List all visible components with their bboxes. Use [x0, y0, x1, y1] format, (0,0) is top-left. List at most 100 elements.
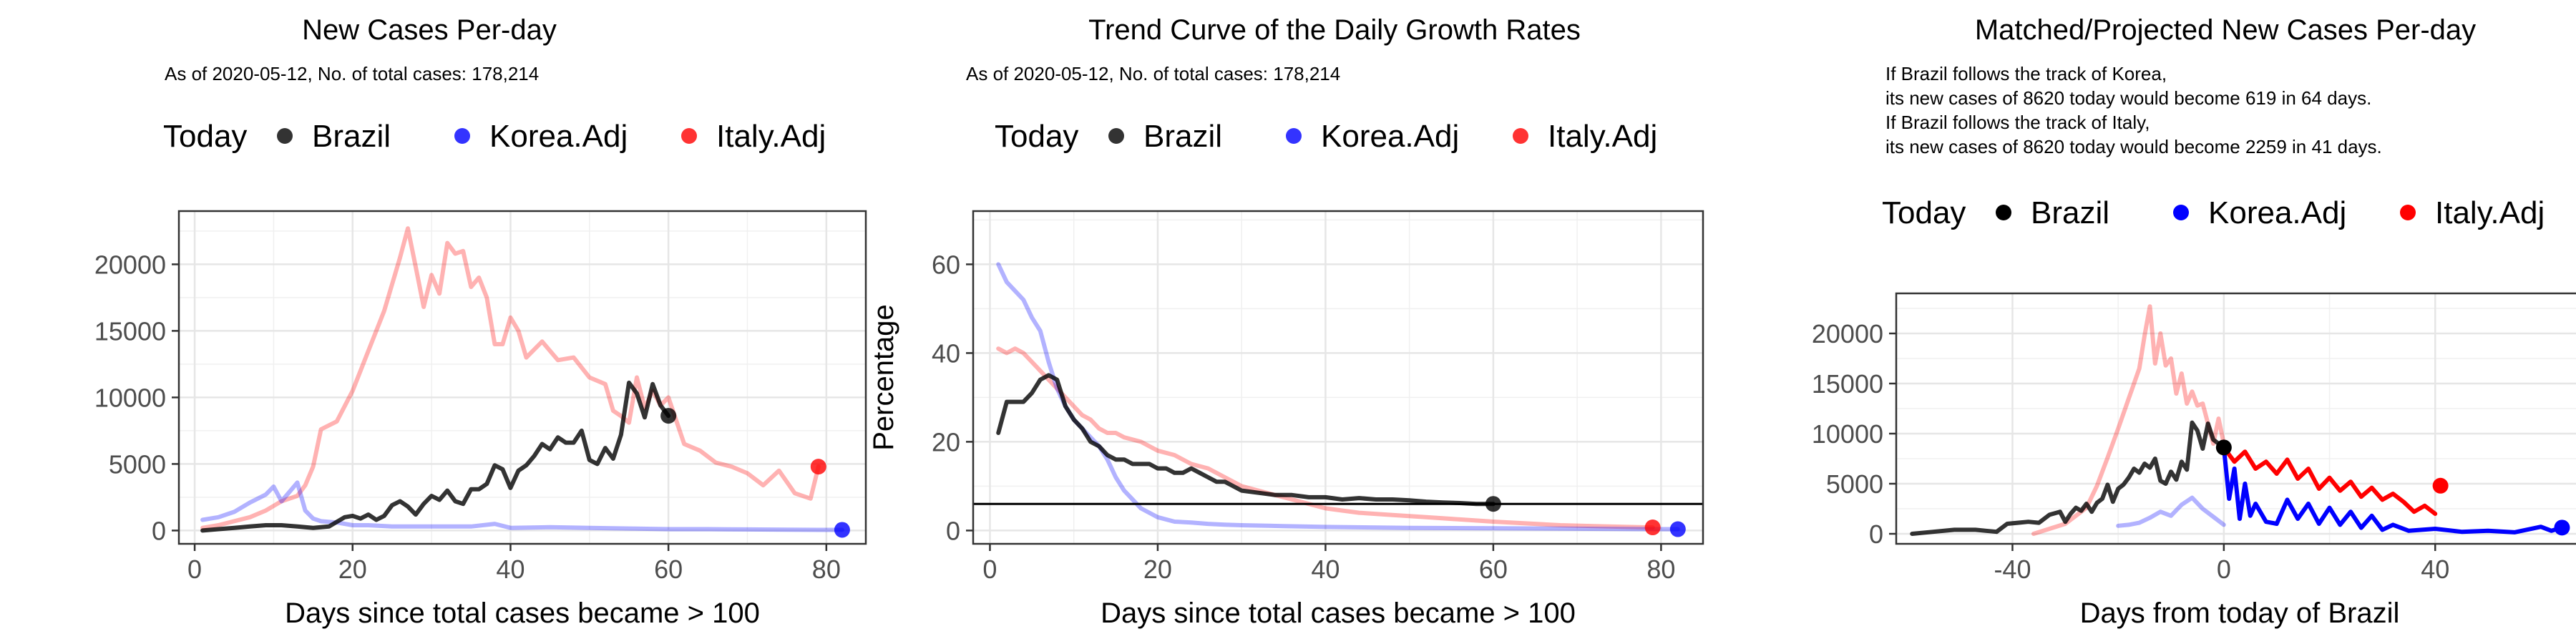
series-line-italy-adj-projected — [2221, 445, 2438, 516]
axis-ticks: -40 0 40 0 5000 10000 15000 20000 — [1812, 319, 2449, 584]
series-line-brazil — [996, 373, 1496, 507]
legend-key-italy-adj — [681, 128, 697, 144]
legend-title: Today — [995, 119, 1078, 154]
chart-title: Matched/Projected New Cases Per-day — [1975, 14, 2476, 46]
x-tick-label: 80 — [812, 555, 841, 584]
x-tick-label: 20 — [338, 555, 367, 584]
legend-key-korea-adj — [454, 128, 470, 144]
series-line-italy-adj — [996, 346, 1655, 530]
plot-frame — [177, 210, 867, 545]
today-point-brazil — [1485, 496, 1501, 512]
legend-title: Today — [1882, 195, 1966, 230]
chart-title: New Cases Per-day — [302, 14, 557, 46]
series-group — [200, 226, 844, 533]
x-tick-label: 60 — [654, 555, 683, 584]
x-tick-label: 20 — [1143, 555, 1172, 584]
x-tick-label: 40 — [496, 555, 525, 584]
y-tick-label: 10000 — [94, 383, 166, 412]
series-line-brazil — [200, 380, 671, 533]
legend-key-italy-adj — [1513, 128, 1528, 144]
legend-label: Italy.Adj — [2435, 195, 2545, 230]
x-axis-label: Days since total cases became > 100 — [285, 597, 760, 629]
today-point-brazil — [2215, 439, 2232, 456]
chart-panel-3: Matched/Projected New Cases Per-day If Br… — [1812, 14, 2576, 629]
legend-key-korea-adj — [1286, 128, 1302, 144]
gridlines — [179, 211, 866, 544]
y-tick-label: 10000 — [1812, 419, 1883, 449]
plot-frame — [1895, 292, 2576, 545]
legend-key-brazil — [277, 128, 293, 144]
plot-background — [1896, 293, 2576, 544]
today-point-korea-adj — [834, 522, 850, 538]
series-line-korea-adj-projected — [2221, 445, 2565, 535]
x-axis-label: Days since total cases became > 100 — [1101, 597, 1576, 629]
series-line-italy-adj — [200, 226, 821, 530]
plot-frame — [972, 210, 1704, 545]
legend-label: Brazil — [312, 119, 391, 154]
chart-subtitle: As of 2020-05-12, No. of total cases: 17… — [966, 63, 1340, 84]
legend-key-brazil — [1108, 128, 1124, 144]
chart-subtitle: As of 2020-05-12, No. of total cases: 17… — [165, 63, 539, 84]
x-tick-label: 0 — [187, 555, 202, 584]
y-tick-label: 40 — [932, 338, 960, 368]
today-point-korea-adj — [2554, 519, 2570, 536]
chart-title: Trend Curve of the Daily Growth Rates — [1088, 14, 1581, 46]
legend-key-italy-adj — [2400, 205, 2416, 220]
y-tick-label: 15000 — [94, 316, 166, 346]
y-tick-label: 0 — [1869, 519, 1883, 549]
x-tick-label: 40 — [1311, 555, 1340, 584]
y-tick-label: 20000 — [94, 250, 166, 279]
series-line-brazil — [1910, 420, 2226, 536]
y-tick-label: 20000 — [1812, 319, 1883, 348]
legend: Today Brazil Korea.Adj Italy.Adj — [163, 119, 826, 154]
y-tick-label: 20 — [932, 427, 960, 457]
chart-subtitle: its new cases of 8620 today would become… — [1885, 87, 2371, 109]
x-axis-label: Days from today of Brazil — [2080, 597, 2400, 629]
series-line-korea-adj — [996, 262, 1680, 532]
y-tick-label: 0 — [946, 516, 960, 545]
legend-label: Italy.Adj — [1548, 119, 1657, 154]
legend-key-brazil — [1996, 205, 2011, 220]
x-tick-label: -40 — [1994, 555, 2031, 584]
today-point-korea-adj — [1669, 521, 1686, 537]
plot-background — [973, 211, 1703, 544]
chart-panel-1: New Cases Per-day As of 2020-05-12, No. o… — [94, 14, 867, 629]
x-tick-label: 60 — [1479, 555, 1508, 584]
x-tick-label: 0 — [982, 555, 997, 584]
chart-subtitle: If Brazil follows the track of Korea, — [1885, 63, 2167, 84]
legend-label: Brazil — [1143, 119, 1222, 154]
today-point-italy-adj — [810, 459, 826, 475]
y-tick-label: 15000 — [1812, 369, 1883, 399]
chart-subtitle: its new cases of 8620 today would become… — [1885, 136, 2382, 157]
y-axis-label: Percentage — [868, 304, 899, 451]
legend: Today Brazil Korea.Adj Italy.Adj — [1882, 195, 2545, 230]
series-line-korea-adj — [2116, 495, 2226, 528]
axis-ticks: 0 20 40 60 80 0 20 40 60 — [932, 250, 1675, 584]
legend-label: Italy.Adj — [716, 119, 826, 154]
x-tick-label: 80 — [1646, 555, 1675, 584]
legend-label: Korea.Adj — [2208, 195, 2346, 230]
legend-label: Korea.Adj — [1321, 119, 1459, 154]
chart-subtitle: If Brazil follows the track of Italy, — [1885, 112, 2150, 133]
gridlines — [973, 211, 1703, 544]
y-tick-label: 0 — [152, 516, 166, 545]
series-group — [1910, 304, 2565, 536]
legend-label: Brazil — [2031, 195, 2109, 230]
gridlines — [1896, 293, 2576, 544]
legend-title: Today — [163, 119, 247, 154]
plot-background — [179, 211, 866, 544]
today-point-italy-adj — [2432, 477, 2449, 494]
today-point-italy-adj — [1644, 519, 1661, 536]
today-point-brazil — [660, 408, 677, 424]
y-tick-label: 60 — [932, 250, 960, 279]
axis-ticks: 0 20 40 60 80 0 5000 10000 15000 20000 — [94, 250, 841, 584]
legend: Today Brazil Korea.Adj Italy.Adj — [995, 119, 1657, 154]
chart-panel-2: Trend Curve of the Daily Growth Rates As … — [868, 14, 1704, 629]
legend-key-korea-adj — [2173, 205, 2189, 220]
legend-label: Korea.Adj — [489, 119, 628, 154]
x-tick-label: 40 — [2421, 555, 2449, 584]
x-tick-label: 0 — [2217, 555, 2231, 584]
y-tick-label: 5000 — [109, 449, 166, 479]
series-group — [996, 262, 1680, 532]
